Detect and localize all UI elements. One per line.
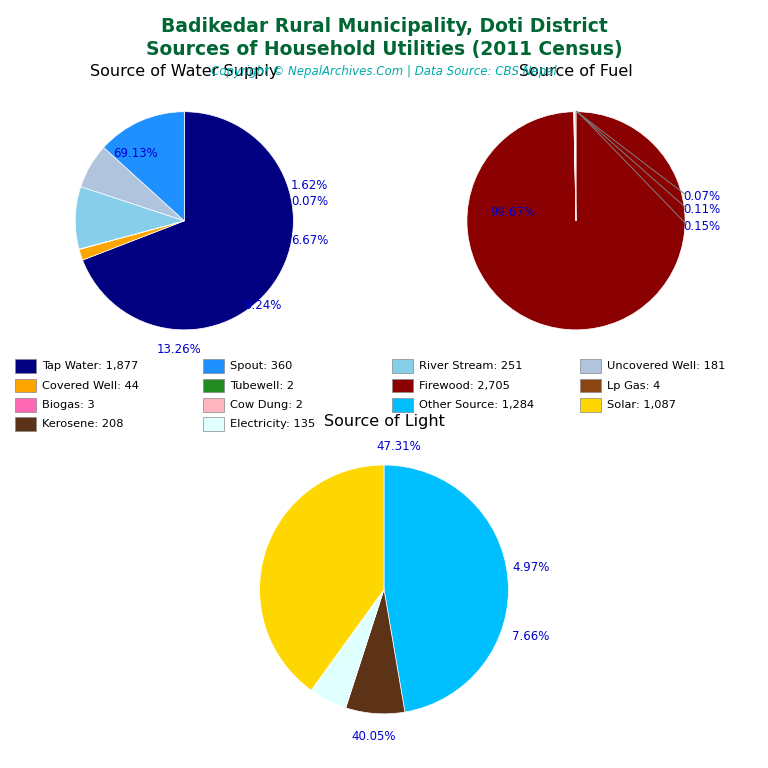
Text: 1.62%: 1.62% [291, 180, 329, 193]
Text: Kerosene: 208: Kerosene: 208 [42, 419, 124, 429]
Text: 0.07%: 0.07% [291, 194, 328, 207]
Wedge shape [311, 590, 384, 708]
Text: Firewood: 2,705: Firewood: 2,705 [419, 380, 509, 391]
Text: Uncovered Well: 181: Uncovered Well: 181 [607, 361, 725, 372]
FancyBboxPatch shape [392, 379, 412, 392]
Text: 7.66%: 7.66% [512, 631, 549, 644]
Text: 6.67%: 6.67% [291, 234, 329, 247]
FancyBboxPatch shape [580, 398, 601, 412]
Text: Cow Dung: 2: Cow Dung: 2 [230, 399, 303, 410]
Text: Electricity: 135: Electricity: 135 [230, 419, 316, 429]
Text: 4.97%: 4.97% [512, 561, 549, 574]
Text: 0.07%: 0.07% [683, 190, 720, 204]
FancyBboxPatch shape [204, 379, 224, 392]
Text: Covered Well: 44: Covered Well: 44 [42, 380, 139, 391]
Wedge shape [83, 111, 293, 329]
FancyBboxPatch shape [204, 359, 224, 373]
Text: Biogas: 3: Biogas: 3 [42, 399, 95, 410]
FancyBboxPatch shape [392, 359, 412, 373]
Text: Tubewell: 2: Tubewell: 2 [230, 380, 294, 391]
Text: 69.13%: 69.13% [113, 147, 157, 160]
FancyBboxPatch shape [204, 398, 224, 412]
Text: 9.24%: 9.24% [244, 300, 282, 313]
Wedge shape [574, 112, 576, 221]
Wedge shape [467, 111, 685, 330]
FancyBboxPatch shape [15, 417, 36, 431]
FancyBboxPatch shape [392, 398, 412, 412]
FancyBboxPatch shape [580, 359, 601, 373]
Wedge shape [75, 187, 184, 249]
Wedge shape [79, 221, 184, 250]
Wedge shape [104, 111, 184, 221]
Wedge shape [384, 465, 508, 712]
Text: 99.67%: 99.67% [490, 206, 535, 219]
Text: 0.11%: 0.11% [683, 204, 720, 217]
Title: Source of Water Supply: Source of Water Supply [90, 65, 279, 79]
Wedge shape [260, 465, 384, 690]
Text: Spout: 360: Spout: 360 [230, 361, 293, 372]
Text: Other Source: 1,284: Other Source: 1,284 [419, 399, 534, 410]
Text: Solar: 1,087: Solar: 1,087 [607, 399, 676, 410]
Wedge shape [575, 111, 576, 221]
Wedge shape [346, 590, 405, 713]
FancyBboxPatch shape [15, 398, 36, 412]
Title: Source of Light: Source of Light [323, 414, 445, 429]
Text: 40.05%: 40.05% [352, 730, 396, 743]
Title: Source of Fuel: Source of Fuel [519, 65, 633, 79]
Text: Lp Gas: 4: Lp Gas: 4 [607, 380, 660, 391]
FancyBboxPatch shape [15, 379, 36, 392]
Text: Tap Water: 1,877: Tap Water: 1,877 [42, 361, 138, 372]
Text: Copyright © NepalArchives.Com | Data Source: CBS Nepal: Copyright © NepalArchives.Com | Data Sou… [211, 65, 557, 78]
Wedge shape [81, 147, 184, 221]
FancyBboxPatch shape [580, 379, 601, 392]
Text: 47.31%: 47.31% [376, 440, 422, 453]
Wedge shape [574, 112, 576, 221]
FancyBboxPatch shape [15, 359, 36, 373]
FancyBboxPatch shape [204, 417, 224, 431]
Text: Sources of Household Utilities (2011 Census): Sources of Household Utilities (2011 Cen… [146, 40, 622, 59]
Wedge shape [79, 221, 184, 260]
Text: River Stream: 251: River Stream: 251 [419, 361, 522, 372]
Text: 13.26%: 13.26% [157, 343, 201, 356]
Text: 0.15%: 0.15% [683, 220, 720, 233]
Text: Badikedar Rural Municipality, Doti District: Badikedar Rural Municipality, Doti Distr… [161, 17, 607, 36]
